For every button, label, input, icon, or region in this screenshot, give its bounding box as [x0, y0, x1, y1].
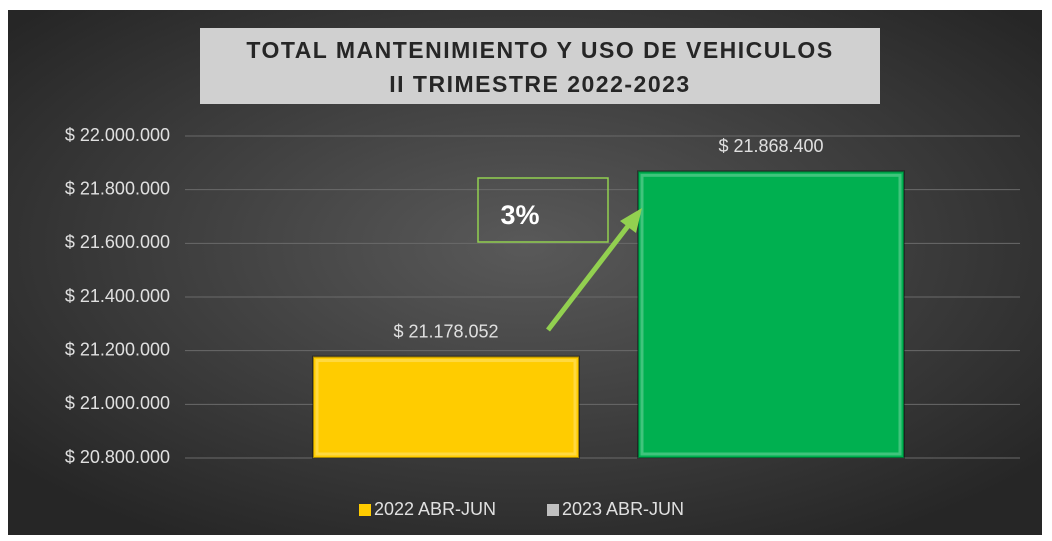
data-label: $ 21.868.400: [718, 136, 823, 156]
annotation-box: [477, 177, 609, 243]
legend-label: 2023 ABR-JUN: [562, 499, 684, 519]
title-box: [200, 28, 880, 104]
y-tick-label: $ 21.600.000: [65, 232, 170, 252]
y-tick-label: $ 21.400.000: [65, 286, 170, 306]
bar-bevel: [315, 359, 577, 456]
arrow: [546, 224, 630, 332]
bar: [637, 170, 905, 460]
annotation: 3%: [500, 200, 539, 230]
data-label: $ 21.178.052: [393, 321, 498, 341]
legend-marker: [547, 504, 559, 516]
y-tick-label: $ 22.000.000: [65, 125, 170, 145]
legend-label: 2022 ABR-JUN: [374, 499, 496, 519]
y-tick-label: $ 21.200.000: [65, 339, 170, 359]
bar: [312, 355, 580, 460]
bar-bevel: [640, 173, 902, 456]
arrow-head: [620, 208, 642, 233]
legend-marker: [359, 504, 371, 516]
y-tick-label: $ 21.000.000: [65, 393, 170, 413]
y-tick-label: $ 20.800.000: [65, 447, 170, 467]
chart-subtitle: II TRIMESTRE 2022-2023: [389, 71, 690, 97]
chart-title: TOTAL MANTENIMIENTO Y USO DE VEHICULOS: [246, 37, 833, 63]
y-tick-label: $ 21.800.000: [65, 178, 170, 198]
